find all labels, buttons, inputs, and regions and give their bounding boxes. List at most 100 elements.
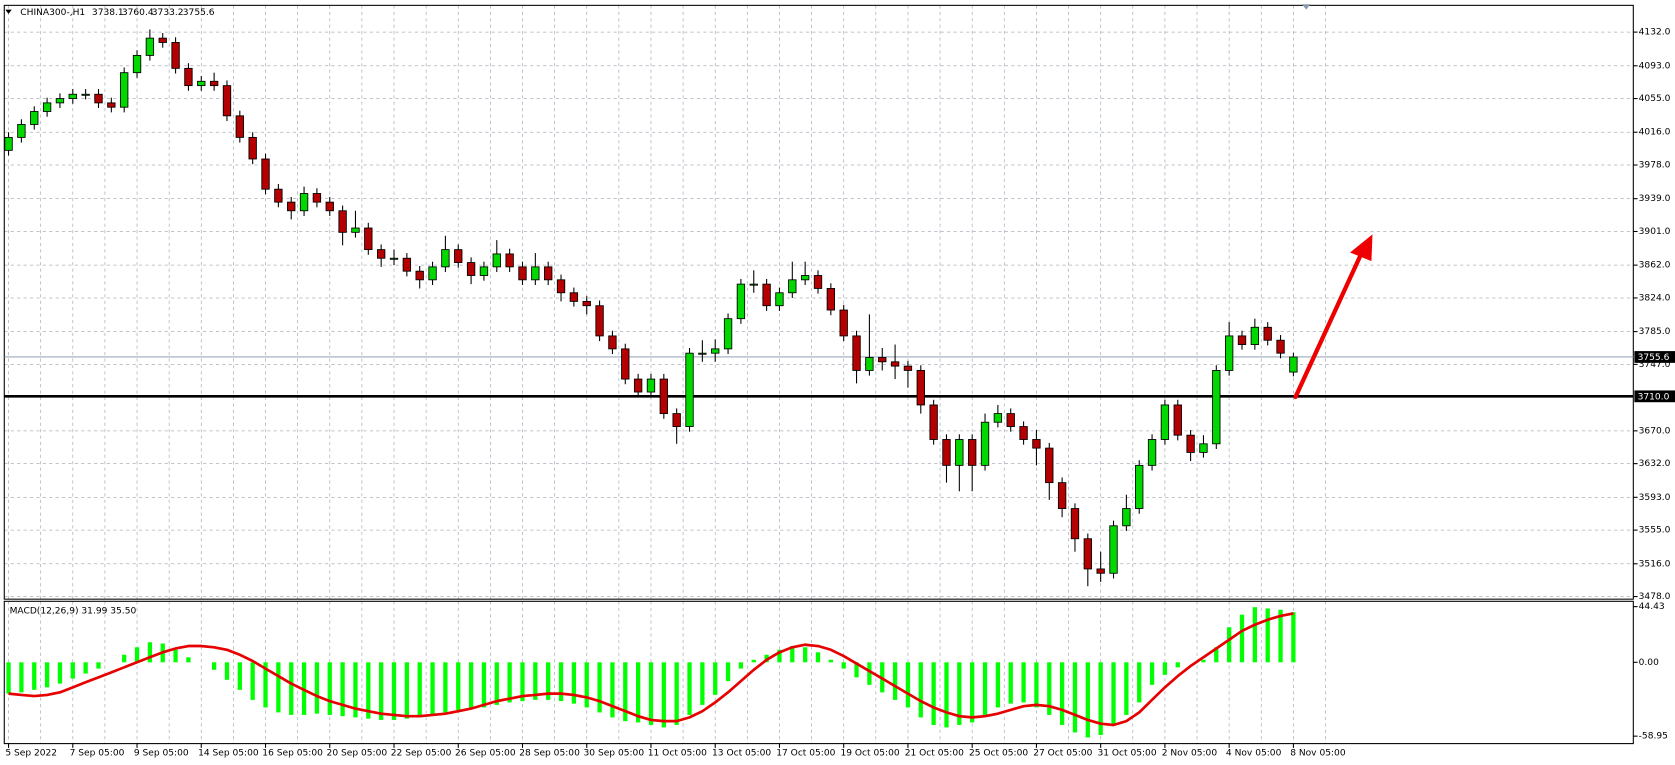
candle-body bbox=[518, 266, 527, 281]
candle-body bbox=[736, 283, 746, 320]
candle-body bbox=[299, 193, 309, 212]
candle-body bbox=[762, 283, 771, 307]
macd-bar bbox=[867, 662, 872, 685]
macd-bar bbox=[957, 662, 962, 725]
candle-body bbox=[569, 292, 579, 302]
macd-bar bbox=[970, 662, 975, 723]
macd-bar bbox=[417, 662, 422, 718]
candle-body bbox=[1070, 508, 1080, 540]
arrow-shaft bbox=[1293, 250, 1364, 400]
candle-body bbox=[1250, 326, 1260, 345]
x-tick-label: 16 Sep 05:00 bbox=[262, 749, 323, 759]
macd-bar bbox=[944, 662, 949, 728]
header-close: 3755.6 bbox=[183, 8, 215, 18]
price-panel-frame bbox=[3, 4, 1634, 600]
candle-body bbox=[145, 37, 155, 56]
x-tick-label: 22 Sep 05:00 bbox=[391, 749, 452, 759]
candle-body bbox=[235, 115, 244, 138]
macd-bar bbox=[1265, 608, 1270, 663]
y-tick-label: 4093.0 bbox=[1639, 61, 1671, 71]
x-tick-label: 20 Sep 05:00 bbox=[327, 749, 388, 759]
candle-body bbox=[30, 111, 39, 125]
macd-bar bbox=[224, 662, 230, 680]
candle-body bbox=[364, 227, 373, 251]
candle-body bbox=[556, 279, 566, 294]
macd-bar bbox=[443, 662, 448, 713]
candle-body bbox=[1019, 426, 1028, 440]
collapse-icon[interactable] bbox=[5, 9, 12, 14]
x-tick-label: 9 Sep 05:00 bbox=[134, 749, 189, 759]
macd-bar bbox=[1175, 662, 1180, 668]
macd-bar bbox=[533, 662, 538, 700]
candle-body bbox=[544, 266, 553, 281]
x-tick-label: 7 Sep 05:00 bbox=[70, 749, 125, 759]
candle-body bbox=[890, 361, 900, 367]
candle-body bbox=[878, 357, 887, 363]
candle-body bbox=[171, 42, 180, 69]
candle-body bbox=[1045, 447, 1054, 484]
macd-bar bbox=[122, 654, 127, 663]
y-tick-label: 3939.0 bbox=[1639, 194, 1671, 204]
y-tick-label: 3555.0 bbox=[1639, 526, 1671, 536]
macd-bar bbox=[147, 642, 153, 663]
x-tick-label: 8 Nov 05:00 bbox=[1290, 749, 1346, 759]
macd-bar bbox=[1047, 662, 1052, 715]
macd-bar bbox=[32, 662, 37, 690]
macd-bar bbox=[186, 657, 191, 663]
candle-body bbox=[659, 378, 668, 415]
candle-body bbox=[415, 270, 424, 281]
candle-body bbox=[1289, 356, 1298, 373]
y-tick-label: 44.43 bbox=[1639, 602, 1665, 612]
candle-body bbox=[479, 266, 489, 276]
macd-bar bbox=[468, 662, 474, 709]
macd-bar bbox=[1008, 662, 1013, 704]
macd-bar bbox=[237, 662, 242, 690]
candle-body bbox=[1160, 404, 1170, 440]
candle-body bbox=[1147, 439, 1157, 466]
macd-bar bbox=[931, 662, 936, 725]
macd-bar bbox=[173, 649, 178, 663]
y-tick-label: 3824.0 bbox=[1639, 293, 1671, 303]
macd-bar bbox=[507, 662, 512, 703]
x-tick-label: 25 Oct 05:00 bbox=[969, 749, 1028, 759]
candle-body bbox=[1276, 339, 1285, 354]
macd-bar bbox=[687, 662, 692, 715]
candle-body bbox=[55, 98, 65, 104]
candle-body bbox=[955, 439, 964, 466]
candle-body bbox=[1135, 464, 1144, 509]
y-tick-label: 4055.0 bbox=[1639, 94, 1671, 104]
macd-bar bbox=[379, 662, 384, 720]
macd-bar bbox=[494, 662, 499, 705]
y-tick-label: 3747.0 bbox=[1639, 360, 1671, 370]
candle-body bbox=[865, 357, 874, 371]
macd-bar bbox=[635, 662, 641, 723]
macd-bar bbox=[1059, 662, 1065, 725]
macd-bar bbox=[1137, 662, 1142, 703]
price-box bbox=[1634, 351, 1675, 363]
y-tick-label: 3593.0 bbox=[1639, 493, 1671, 503]
macd-bar bbox=[134, 647, 140, 663]
x-tick-label: 26 Sep 05:00 bbox=[455, 749, 516, 759]
candle-body bbox=[94, 93, 103, 104]
macd-bar bbox=[1111, 662, 1116, 725]
candle-body bbox=[685, 352, 694, 427]
macd-bar bbox=[404, 662, 409, 719]
price-box bbox=[1634, 390, 1675, 403]
macd-bar bbox=[558, 662, 564, 702]
price-box-label: 3755.6 bbox=[1638, 353, 1670, 363]
macd-bar bbox=[777, 649, 782, 663]
macd-bar bbox=[1278, 609, 1283, 663]
candle-body bbox=[492, 253, 501, 268]
macd-bar bbox=[610, 662, 615, 718]
candle-body bbox=[466, 262, 476, 276]
shift-marker bbox=[1301, 4, 1311, 10]
candle-body bbox=[993, 413, 1003, 423]
candle-body bbox=[1186, 434, 1195, 453]
candle-body bbox=[17, 124, 26, 138]
x-tick-label: 27 Oct 05:00 bbox=[1033, 749, 1092, 759]
macd-bar bbox=[456, 662, 461, 710]
candle-body bbox=[980, 421, 990, 466]
candle-body bbox=[633, 378, 643, 393]
